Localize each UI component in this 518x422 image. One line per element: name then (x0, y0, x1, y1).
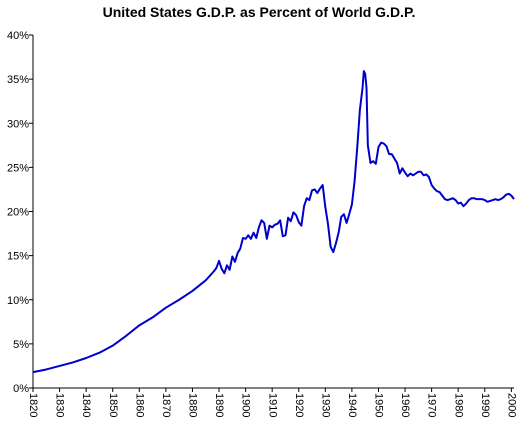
y-tick-label: 5% (13, 339, 29, 351)
x-axis-tick-labels: 1820 1830 1840 1850 1860 1870 1880 1890 1900 1910… (27, 393, 517, 417)
y-tick-label: 30% (7, 118, 29, 130)
x-tick-label: 1850 (107, 393, 119, 417)
series-group (32, 70, 515, 374)
y-axis-tick-labels: 0% 5% 10% 15% 20% 25% 30% 35% 40% (7, 30, 29, 395)
x-tick-label: 1820 (27, 393, 39, 417)
x-tick-label: 1840 (80, 393, 92, 417)
y-tick-label: 35% (7, 74, 29, 86)
x-tick-label: 1960 (399, 393, 411, 417)
x-tick-label: 1970 (426, 393, 438, 417)
y-tick-label: 10% (7, 295, 29, 307)
x-tick-label: 2000 (505, 393, 517, 417)
x-tick-label: 1910 (266, 393, 278, 417)
x-tick-label: 1950 (373, 393, 385, 417)
x-tick-label: 1890 (213, 393, 225, 417)
x-tick-label: 1870 (160, 393, 172, 417)
y-tick-label: 25% (7, 162, 29, 174)
x-tick-label: 1930 (319, 393, 331, 417)
x-tick-label: 1900 (240, 393, 252, 417)
x-tick-label: 1860 (133, 393, 145, 417)
y-tick-label: 0% (13, 383, 29, 395)
x-tick-label: 1940 (346, 393, 358, 417)
chart-axes (29, 34, 514, 392)
x-tick-label: 1980 (452, 393, 464, 417)
x-tick-label: 1830 (54, 393, 66, 417)
chart-title: United States G.D.P. as Percent of World… (102, 4, 416, 20)
y-tick-label: 40% (7, 30, 29, 42)
x-tick-label: 1880 (187, 393, 199, 417)
x-tick-label: 1990 (479, 393, 491, 417)
y-tick-label: 20% (7, 207, 29, 219)
series-line-0 (32, 70, 515, 374)
x-tick-label: 1920 (293, 393, 305, 417)
y-tick-label: 15% (7, 251, 29, 263)
